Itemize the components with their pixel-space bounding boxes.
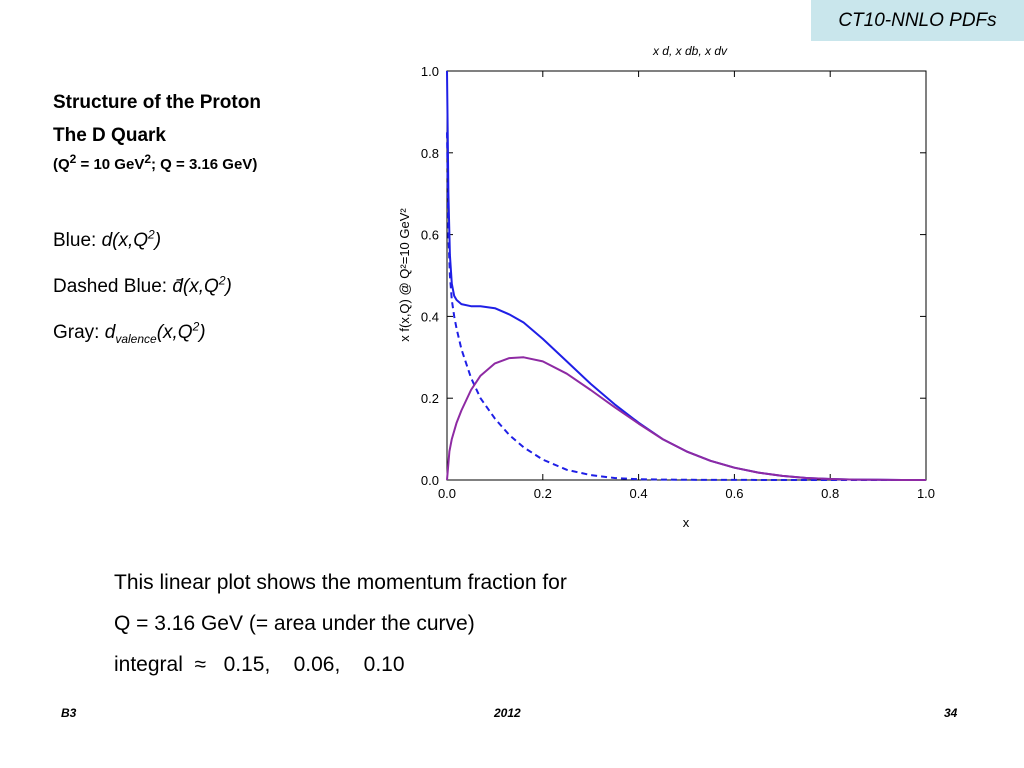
x-tick-label: 0.2 — [534, 486, 552, 501]
x-tick-label: 0.8 — [821, 486, 839, 501]
paragraph-line-3: integral ≈ 0.15, 0.06, 0.10 — [114, 653, 405, 676]
title-line-1: Structure of the Proton — [53, 92, 261, 113]
x-tick-label: 0.0 — [438, 486, 456, 501]
footer-date: 2012 — [494, 706, 521, 720]
pdf-chart: x d, x db, x dv 0.0 0.2 0.4 0.6 0.8 1.0 0.0 0.2… — [397, 44, 935, 530]
header-badge: CT10-NNLO PDFs — [811, 0, 1024, 41]
series-layer — [446, 70, 926, 481]
plot-frame — [446, 70, 927, 481]
chart-title: x d, x db, x dv — [652, 44, 728, 58]
y-tick-label: 0.4 — [421, 309, 439, 324]
explanation-paragraph: This linear plot shows the momentum frac… — [114, 564, 567, 687]
legend-block: Blue: d(x,Q2) Dashed Blue: d̄(x,Q2) Gray… — [53, 226, 232, 364]
slide-title-block: Structure of the Proton The D Quark (Q2 … — [53, 86, 383, 178]
paragraph-line-2: Q = 3.16 GeV (= area under the curve) — [114, 612, 475, 635]
x-tick-label: 1.0 — [917, 486, 935, 501]
legend-blue: Blue: d(x,Q2) — [53, 227, 162, 251]
series-d-bar-line — [446, 132, 926, 481]
y-tick-label: 0.8 — [421, 146, 439, 161]
legend-gray: Gray: dvalence(x,Q2) — [53, 319, 206, 346]
axis-ticks: 0.0 0.2 0.4 0.6 0.8 1.0 0.0 0.2 0.4 0.6 0.8 1.0 — [421, 64, 935, 501]
x-axis-label: x — [683, 515, 690, 530]
paragraph-line-1: This linear plot shows the momentum frac… — [114, 571, 567, 594]
title-line-3: (Q2 = 10 GeV2; Q = 3.16 GeV) — [53, 152, 258, 173]
y-tick-label: 0.2 — [421, 391, 439, 406]
footer-left: B3 — [61, 706, 77, 720]
y-tick-label: 0.0 — [421, 473, 439, 488]
x-tick-label: 0.6 — [725, 486, 743, 501]
series-d-valence-line — [446, 356, 926, 481]
y-tick-label: 1.0 — [421, 64, 439, 79]
series-d-total-line — [446, 70, 926, 481]
x-tick-label: 0.4 — [630, 486, 648, 501]
y-tick-label: 0.6 — [421, 228, 439, 243]
legend-dashed-blue: Dashed Blue: d̄(x,Q2) — [53, 273, 232, 297]
y-axis-label: x f(x,Q) @ Q²=10 GeV² — [397, 208, 412, 342]
title-line-2: The D Quark — [53, 125, 166, 146]
footer-page-number: 34 — [944, 706, 958, 720]
